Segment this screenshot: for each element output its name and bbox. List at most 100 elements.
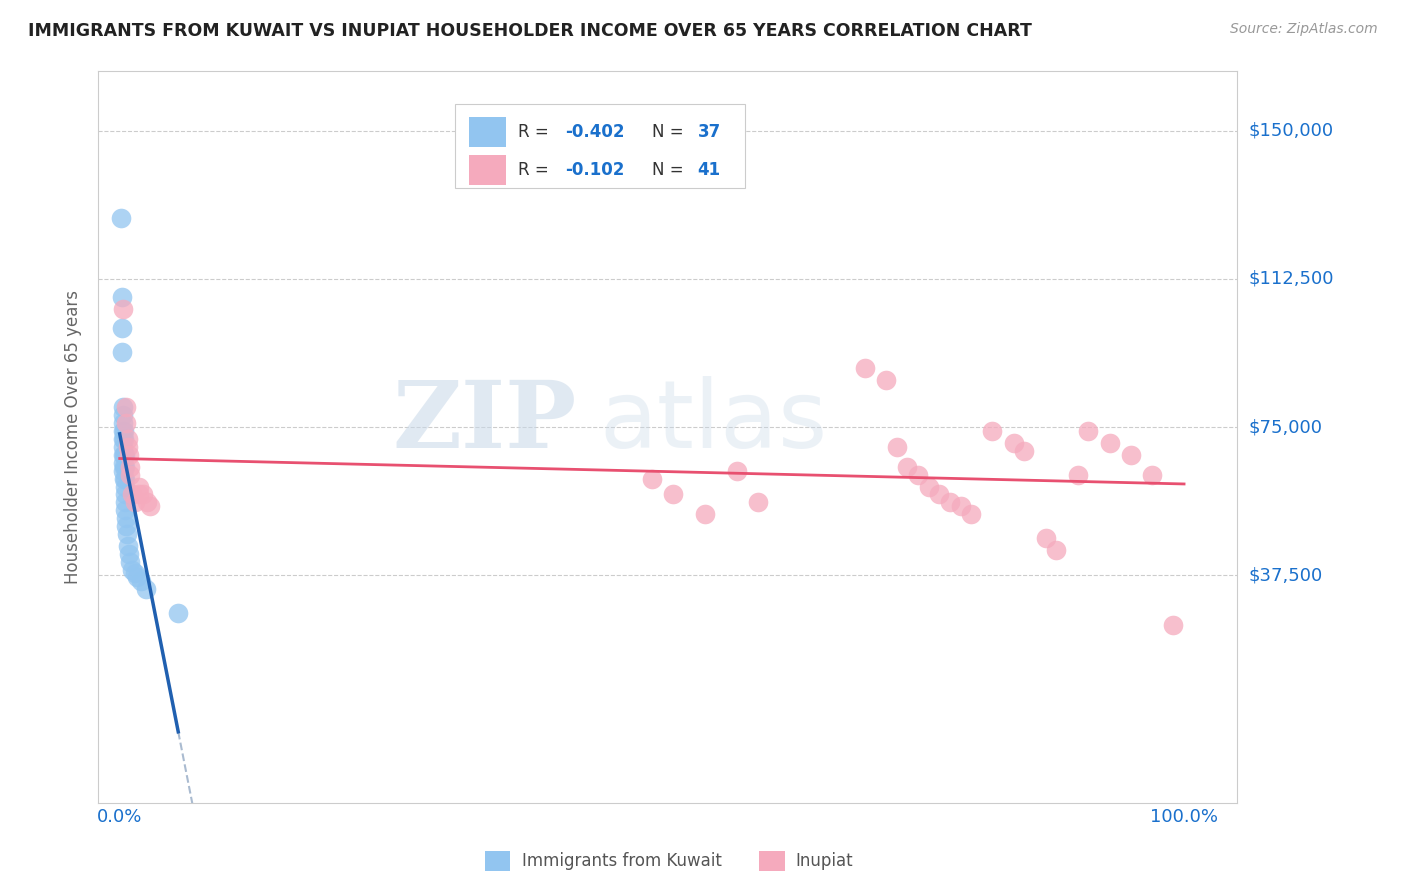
Text: $37,500: $37,500 (1249, 566, 1323, 584)
Point (135, 582, 157, 597)
Point (125, 570, 148, 584)
Point (1098, 436, 1121, 450)
Point (1002, 436, 1025, 450)
Text: N =: N = (652, 123, 689, 141)
Text: Source: ZipAtlas.com: Source: ZipAtlas.com (1230, 22, 1378, 37)
Point (1077, 424, 1099, 438)
Point (111, 464, 134, 478)
Point (896, 459, 918, 474)
Text: $150,000: $150,000 (1249, 121, 1333, 140)
Point (112, 448, 135, 462)
Point (115, 416, 138, 430)
Point (167, 606, 190, 620)
Point (136, 495, 159, 509)
FancyBboxPatch shape (456, 104, 745, 188)
Point (110, 211, 132, 225)
Point (128, 479, 150, 493)
Point (114, 479, 136, 493)
Point (115, 519, 138, 533)
Point (120, 459, 142, 474)
Point (111, 448, 134, 462)
Point (114, 495, 136, 509)
Text: Inupiat: Inupiat (796, 852, 853, 870)
Text: ZIP: ZIP (392, 377, 576, 467)
Point (112, 432, 135, 446)
Point (111, 456, 134, 470)
Point (1140, 467, 1163, 482)
Point (111, 401, 134, 415)
Point (725, 464, 748, 478)
Point (662, 487, 685, 501)
Point (138, 500, 160, 514)
FancyBboxPatch shape (468, 117, 506, 147)
Point (124, 566, 146, 581)
Text: -0.102: -0.102 (565, 161, 624, 179)
Point (114, 448, 136, 462)
Point (128, 487, 150, 501)
Point (132, 487, 155, 501)
Point (1035, 531, 1057, 545)
Text: IMMIGRANTS FROM KUWAIT VS INUPIAT HOUSEHOLDER INCOME OVER 65 YEARS CORRELATION C: IMMIGRANTS FROM KUWAIT VS INUPIAT HOUSEH… (28, 22, 1032, 40)
Point (111, 301, 134, 316)
Y-axis label: Householder Income Over 65 years: Householder Income Over 65 years (65, 290, 83, 584)
Point (120, 555, 142, 569)
Point (114, 487, 136, 501)
Text: atlas: atlas (599, 376, 828, 468)
Point (1045, 542, 1067, 557)
Point (693, 507, 716, 521)
Point (886, 440, 908, 454)
Point (117, 539, 139, 553)
Point (875, 373, 897, 387)
Point (114, 459, 136, 474)
Text: -0.402: -0.402 (565, 123, 624, 141)
Text: N =: N = (652, 161, 689, 179)
Point (121, 562, 143, 576)
Point (117, 440, 139, 454)
Point (1066, 467, 1088, 482)
Point (120, 467, 142, 482)
Point (917, 479, 939, 493)
Point (907, 467, 929, 482)
Text: 37: 37 (697, 123, 721, 141)
Point (114, 472, 136, 486)
Point (853, 360, 876, 375)
Point (124, 495, 146, 509)
Point (1163, 618, 1185, 632)
Point (111, 321, 134, 335)
Text: R =: R = (517, 161, 554, 179)
Point (129, 574, 152, 589)
Point (1119, 448, 1142, 462)
Point (111, 409, 134, 423)
Point (111, 424, 134, 438)
Point (115, 401, 138, 415)
Point (939, 495, 962, 509)
Text: 41: 41 (697, 161, 721, 179)
Point (111, 432, 134, 446)
Point (112, 424, 135, 438)
Point (1014, 444, 1036, 458)
Point (641, 472, 664, 486)
Point (111, 290, 134, 304)
FancyBboxPatch shape (468, 154, 506, 186)
Point (747, 495, 769, 509)
Point (111, 345, 134, 359)
Point (115, 511, 138, 525)
Point (114, 503, 136, 517)
Point (111, 440, 134, 454)
Point (115, 527, 138, 541)
Text: Immigrants from Kuwait: Immigrants from Kuwait (522, 852, 721, 870)
Point (928, 487, 950, 501)
Point (118, 448, 141, 462)
Point (949, 500, 972, 514)
Point (111, 416, 134, 430)
Point (118, 547, 141, 561)
Point (117, 432, 139, 446)
Point (112, 459, 135, 474)
Text: R =: R = (517, 123, 554, 141)
Point (121, 487, 143, 501)
Point (960, 507, 983, 521)
Text: $75,000: $75,000 (1249, 418, 1323, 436)
Point (112, 472, 135, 486)
Text: $112,500: $112,500 (1249, 270, 1334, 288)
Point (981, 424, 1004, 438)
